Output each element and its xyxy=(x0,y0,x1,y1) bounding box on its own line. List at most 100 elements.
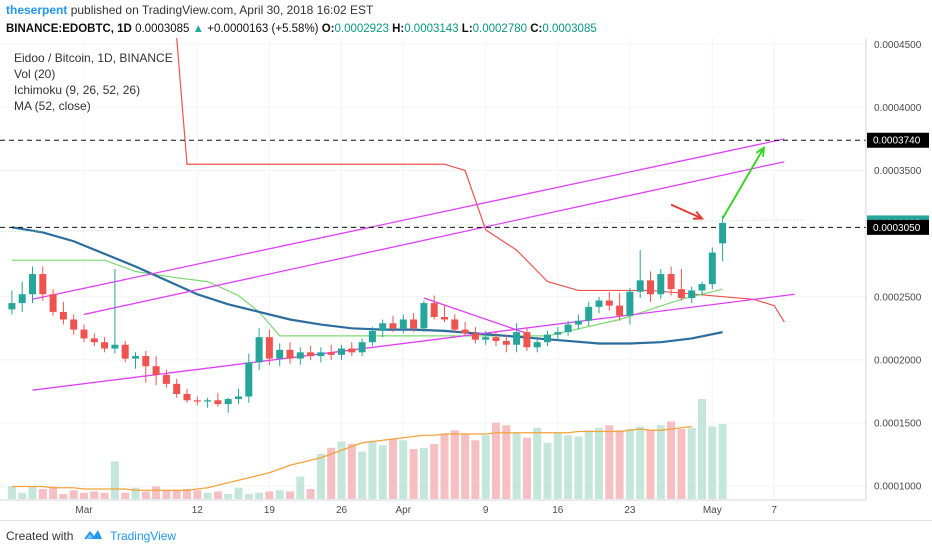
candle-body xyxy=(183,393,191,401)
candle-body xyxy=(441,316,448,320)
candle-body xyxy=(667,274,675,290)
upper-channel-line xyxy=(32,138,785,300)
candle-body xyxy=(286,349,294,359)
legend-vol[interactable]: Vol (20) xyxy=(14,67,56,81)
candle-body xyxy=(152,366,160,376)
legend-ichimoku[interactable]: Ichimoku (9, 26, 52, 26) xyxy=(14,83,141,97)
volume-bar xyxy=(574,436,583,499)
created-with-text: Created with xyxy=(6,529,74,543)
candle-body xyxy=(317,352,325,357)
volume-bar xyxy=(172,490,181,499)
candle-body xyxy=(307,352,315,357)
candle-body xyxy=(708,252,716,285)
candle-body xyxy=(276,349,284,359)
candle-body xyxy=(132,356,139,359)
volume-bar xyxy=(18,492,27,499)
volume-bar xyxy=(656,425,665,499)
low-label: L: xyxy=(461,23,473,35)
published-header: theserpent published on TradingView.com,… xyxy=(0,0,932,20)
candle-body xyxy=(173,383,181,394)
volume-bar xyxy=(296,476,305,499)
volume-bar xyxy=(595,427,603,499)
volume-bar xyxy=(7,486,16,499)
mid-channel-line xyxy=(83,161,785,316)
price-change: +0.0000163 (+5.58%) xyxy=(207,23,319,35)
candle-body xyxy=(193,400,201,402)
candle-body xyxy=(513,332,521,345)
volume-bar xyxy=(244,494,253,499)
volume-bar xyxy=(358,451,367,499)
candle-body xyxy=(410,319,418,329)
candle-body xyxy=(49,294,57,312)
volume-bar xyxy=(512,432,521,499)
candle-body xyxy=(430,303,438,317)
candle-body xyxy=(162,375,170,384)
candle-body xyxy=(554,332,562,335)
high-label: H: xyxy=(392,23,405,35)
volume-bar xyxy=(49,486,58,499)
volume-bar xyxy=(553,432,562,499)
candle-body xyxy=(39,274,47,295)
price-label-text: 0.0003050 xyxy=(873,223,921,234)
last-price: 0.0003085 xyxy=(135,23,190,35)
legend-title[interactable]: Eidoo / Bitcoin, 1D, BINANCE xyxy=(14,51,173,65)
x-tick-label: 16 xyxy=(552,505,564,516)
price-chart[interactable]: 0.0004500 0.0004000 0.0003500 0.0002500 0.00… xyxy=(0,37,932,520)
high-value: 0.0003143 xyxy=(404,23,459,35)
x-tick-label: 26 xyxy=(336,505,348,516)
volume-bar xyxy=(409,449,418,499)
candle-body xyxy=(544,334,551,343)
volume-bar xyxy=(646,430,655,499)
volume-bar xyxy=(275,490,284,499)
volume-bar xyxy=(430,444,439,499)
candle-body xyxy=(595,300,603,307)
candle-body xyxy=(688,290,696,299)
volume-bar xyxy=(502,425,511,499)
open-label: O: xyxy=(321,23,335,35)
volume-bar xyxy=(419,447,428,499)
candle-body xyxy=(101,342,109,349)
candle-body xyxy=(471,333,479,340)
candle-body xyxy=(389,323,397,329)
volume-bar xyxy=(121,492,130,499)
candle-body xyxy=(235,396,242,400)
candle-body xyxy=(358,342,366,353)
volume-bar xyxy=(306,489,315,499)
up-triangle-icon: ▲ xyxy=(192,23,205,35)
volume-bar xyxy=(255,492,264,499)
tradingview-brand-link[interactable]: TradingView xyxy=(110,529,177,543)
author-link[interactable]: theserpent xyxy=(6,3,68,17)
chart-area[interactable]: 0.0004500 0.0004000 0.0003500 0.0002500 0.00… xyxy=(0,37,932,520)
candle-body xyxy=(59,311,67,320)
candle-body xyxy=(142,356,150,367)
ticker-info-bar: BINANCE:EDOBTC, 1D 0.0003085 ▲ +0.000016… xyxy=(0,20,932,38)
volume-bar xyxy=(677,429,686,499)
close-value: 0.0003085 xyxy=(542,23,597,35)
symbol-label: BINANCE:EDOBTC, 1D xyxy=(6,23,132,35)
volume-bar xyxy=(224,494,233,499)
open-value: 0.0002923 xyxy=(334,23,389,35)
volume-bar xyxy=(162,490,171,499)
candle-body xyxy=(605,300,613,306)
candle-body xyxy=(265,337,273,359)
volume-ma-line xyxy=(11,425,692,491)
volume-bar xyxy=(38,489,47,499)
volume-bar xyxy=(533,427,542,499)
candle-body xyxy=(111,344,119,349)
green-arrow xyxy=(721,147,765,220)
volume-bar xyxy=(450,430,459,499)
volume-bar xyxy=(687,427,696,499)
candle-body xyxy=(338,348,345,355)
volume-bar xyxy=(316,454,325,499)
candle-body xyxy=(296,352,304,359)
volume-bar xyxy=(378,445,387,499)
candle-body xyxy=(647,280,654,295)
price-label-box xyxy=(867,132,929,148)
volume-bar xyxy=(203,492,212,499)
candle-body xyxy=(80,329,88,339)
volume-bar xyxy=(636,426,645,499)
price-axis-background xyxy=(866,38,932,520)
legend-ma[interactable]: MA (52, close) xyxy=(14,99,91,113)
volume-bar xyxy=(110,461,119,499)
candle-body xyxy=(719,222,727,244)
